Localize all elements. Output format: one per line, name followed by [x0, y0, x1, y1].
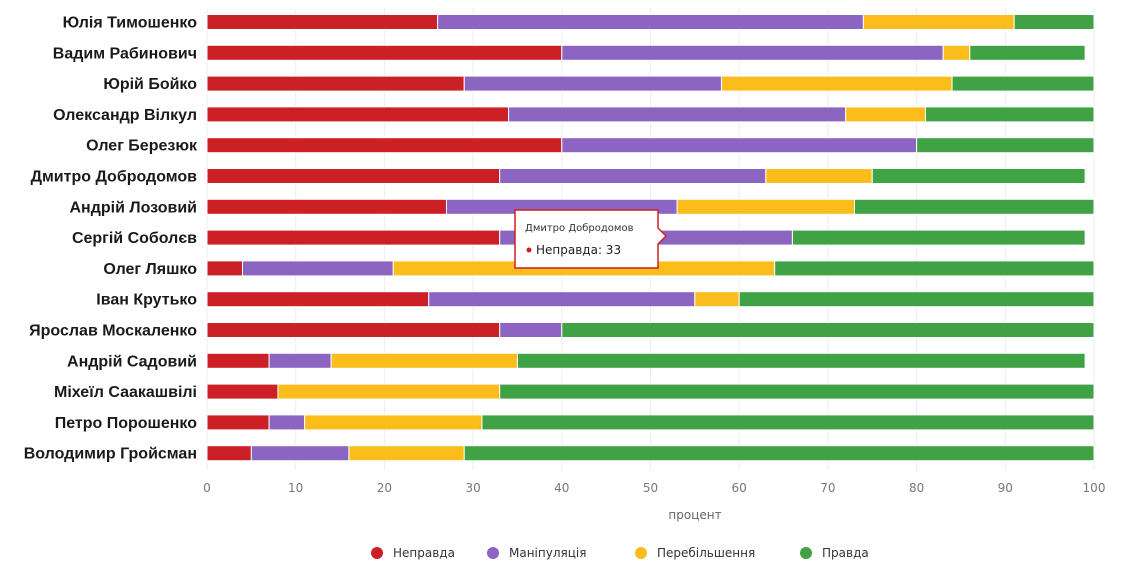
bar-segment — [268, 414, 306, 431]
bar-segment — [206, 14, 439, 30]
category-label: Володимир Гройсман — [24, 446, 197, 463]
bar-segment — [694, 291, 740, 308]
x-tick-label: 60 — [732, 481, 747, 495]
x-tick-label: 90 — [998, 481, 1013, 495]
bar-segment — [463, 75, 722, 92]
bar-segment — [720, 75, 953, 92]
category-label: Вадим Рабинович — [53, 45, 197, 62]
legend-label: Неправда — [393, 546, 455, 560]
bar-segment — [206, 44, 563, 61]
legend-label: Маніпуляція — [509, 546, 586, 560]
x-tick-label: 30 — [465, 481, 480, 495]
tooltip-title: Дмитро Добродомов — [525, 223, 634, 234]
bar-segment — [942, 44, 971, 61]
tooltip-series-dot — [526, 247, 532, 253]
tooltip: Дмитро Добродомов Неправда: 33 — [514, 209, 668, 269]
bar-segment — [206, 291, 430, 308]
bar-segment — [348, 445, 465, 462]
x-tick-label: 40 — [554, 481, 569, 495]
bar-segment — [951, 75, 1095, 92]
x-tick-label: 20 — [377, 481, 392, 495]
bar-segment — [437, 14, 864, 30]
bar-segment — [206, 75, 465, 92]
bar-segment — [738, 291, 1095, 308]
x-tick-label: 0 — [203, 481, 211, 495]
bar-segment — [854, 198, 1095, 215]
bar-segment — [862, 14, 1015, 30]
bar-segment — [774, 260, 1095, 277]
category-label: Дмитро Добродомов — [31, 169, 198, 186]
bar-segment — [791, 229, 1086, 246]
category-label: Сергій Соболєв — [72, 230, 197, 247]
bar-segment — [499, 322, 563, 338]
bar-segment — [241, 260, 394, 277]
bar-segment — [268, 352, 332, 369]
bar-segment — [676, 198, 856, 215]
bar-segment — [561, 322, 1095, 338]
x-tick-label: 10 — [288, 481, 303, 495]
bar-segment — [1013, 14, 1095, 30]
bar-segment — [499, 168, 767, 184]
category-label: Іван Крутько — [96, 292, 197, 309]
category-labels: Юлія Тимошенко Вадим Рабинович Юрій Бойко О… — [24, 15, 198, 463]
x-axis-ticks: 0 10 20 30 40 50 60 70 80 90 100 — [203, 481, 1105, 495]
bar-segment — [330, 352, 518, 369]
bar-segment — [508, 106, 847, 123]
bar-segment — [481, 414, 1095, 431]
category-label: Андрій Лозовий — [70, 199, 198, 216]
category-label: Ярослав Москаленко — [29, 323, 197, 340]
x-tick-label: 100 — [1083, 481, 1106, 495]
bars — [206, 14, 1095, 462]
bar-segment — [871, 168, 1086, 184]
bar-segment — [206, 260, 243, 277]
bar-segment — [277, 383, 501, 400]
legend-marker — [371, 547, 383, 559]
bar-segment — [845, 106, 926, 123]
category-label: Міхеїл Саакашвілі — [54, 384, 197, 401]
x-axis-title: процент — [668, 508, 721, 522]
bar-segment — [969, 44, 1086, 61]
bar-segment — [206, 352, 270, 369]
bar-segment — [206, 322, 501, 338]
category-label: Олександр Вілкул — [53, 107, 197, 124]
legend-label: Правда — [822, 546, 869, 560]
bar-segment — [916, 137, 1095, 154]
bar-segment — [206, 414, 270, 431]
legend-marker — [487, 547, 499, 559]
x-tick-label: 80 — [909, 481, 924, 495]
category-label: Олег Березюк — [86, 138, 198, 155]
legend-marker — [800, 547, 812, 559]
bar-segment — [206, 445, 252, 462]
bar-segment — [428, 291, 696, 308]
bar-segment — [206, 198, 447, 215]
legend: Неправда Маніпуляція Перебільшення Правда — [371, 546, 869, 560]
category-label: Юлія Тимошенко — [63, 15, 198, 32]
bar-segment — [250, 445, 350, 462]
bar-segment — [206, 383, 279, 400]
bar-segment — [924, 106, 1095, 123]
legend-marker — [635, 547, 647, 559]
bar-segment — [206, 229, 501, 246]
bar-segment — [206, 137, 563, 154]
bar-segment — [206, 168, 501, 184]
tooltip-value: Неправда: 33 — [536, 243, 621, 257]
bar-segment — [463, 445, 1095, 462]
x-tick-label: 50 — [643, 481, 658, 495]
bar-segment — [561, 137, 918, 154]
category-label: Юрій Бойко — [103, 76, 197, 93]
bar-segment — [516, 352, 1086, 369]
category-label: Петро Порошенко — [55, 415, 198, 432]
x-tick-label: 70 — [820, 481, 835, 495]
tooltip-box — [514, 209, 668, 269]
category-label: Андрій Садовий — [67, 353, 197, 370]
bar-segment — [499, 383, 1095, 400]
legend-label: Перебільшення — [657, 546, 755, 560]
category-label: Олег Ляшко — [103, 261, 197, 278]
bar-segment — [304, 414, 483, 431]
bar-segment — [765, 168, 873, 184]
bar-segment — [206, 106, 510, 123]
bar-segment — [561, 44, 944, 61]
